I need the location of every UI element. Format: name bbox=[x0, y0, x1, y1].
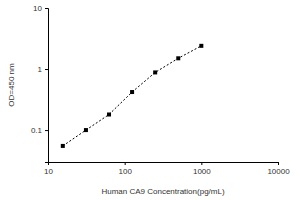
x-axis-title: Human CA9 Concentration(pg/mL) bbox=[101, 187, 225, 196]
chart: 10 100 1000 10000 0.1 1 10 Human CA9 Concentrat… bbox=[0, 0, 300, 200]
y-tick-label: 0.1 bbox=[31, 126, 43, 135]
point bbox=[153, 70, 157, 74]
point bbox=[84, 128, 88, 132]
y-tick: 0.1 bbox=[31, 126, 48, 135]
y-axis-line bbox=[45, 9, 49, 163]
y-tick-label: 10 bbox=[33, 4, 42, 13]
point bbox=[199, 44, 203, 48]
point bbox=[176, 56, 180, 60]
series bbox=[61, 44, 204, 148]
y-tick: 1 bbox=[38, 65, 48, 74]
point bbox=[61, 144, 65, 148]
point bbox=[107, 113, 111, 117]
point bbox=[130, 90, 134, 94]
x-tick: 100 bbox=[118, 162, 132, 176]
curve bbox=[63, 46, 202, 146]
y-axis: 0.1 1 10 bbox=[31, 4, 49, 162]
y-tick-mark bbox=[45, 130, 48, 131]
y-tick-mark bbox=[45, 8, 48, 9]
x-axis-line bbox=[49, 163, 279, 166]
plot: 10 100 1000 10000 0.1 1 10 bbox=[31, 4, 290, 176]
x-axis: 10 100 1000 10000 bbox=[44, 162, 290, 176]
x-tick: 1000 bbox=[193, 162, 211, 176]
x-tick: 10 bbox=[44, 162, 53, 176]
x-tick-mark bbox=[125, 162, 126, 165]
x-tick-mark bbox=[201, 162, 202, 165]
x-tick-mark bbox=[278, 162, 279, 165]
y-tick-label: 1 bbox=[38, 65, 43, 74]
y-tick: 10 bbox=[33, 4, 48, 13]
y-axis-title: OD=450 nm bbox=[7, 63, 16, 107]
y-tick-mark bbox=[45, 69, 48, 70]
x-tick-label: 10 bbox=[44, 167, 53, 176]
x-tick: 10000 bbox=[267, 162, 290, 176]
x-tick-label: 10000 bbox=[267, 167, 290, 176]
x-tick-label: 100 bbox=[118, 167, 132, 176]
x-tick-label: 1000 bbox=[193, 167, 211, 176]
